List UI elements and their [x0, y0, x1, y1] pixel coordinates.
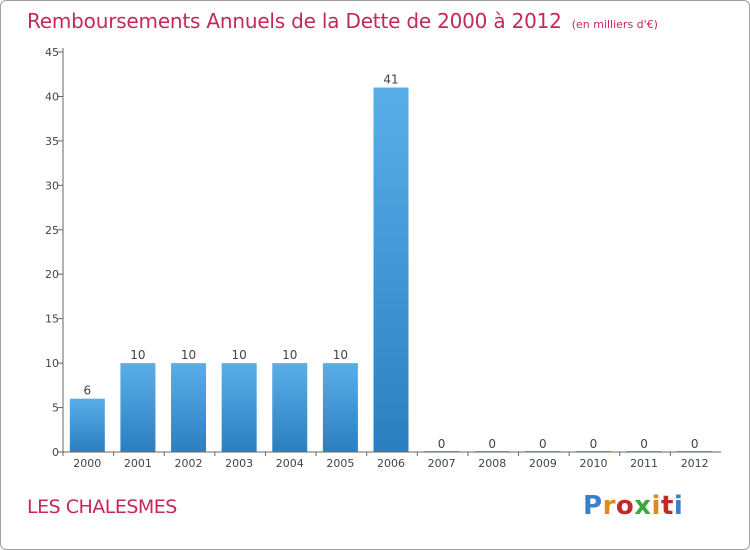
- y-tick-label: 10: [45, 357, 59, 370]
- x-tick-label: 2004: [276, 457, 304, 470]
- bar: [120, 363, 156, 452]
- chart-title-row: Remboursements Annuels de la Dette de 20…: [27, 9, 658, 33]
- bar: [272, 363, 308, 452]
- y-tick-label: 20: [45, 268, 59, 281]
- chart-labels: 2000 6 2001 10 2002 10 2003 10 2004 10 2005 10 2006 4…: [73, 73, 708, 470]
- x-tick-label: 2006: [377, 457, 405, 470]
- bar-value-label: 0: [438, 437, 446, 451]
- y-tick-label: 35: [45, 135, 59, 148]
- brand-letter: i: [651, 491, 661, 521]
- x-tick-label: 2007: [428, 457, 456, 470]
- y-tick-label: 45: [45, 46, 59, 59]
- x-tick-label: 2012: [681, 457, 709, 470]
- y-tick-label: 0: [52, 446, 59, 459]
- bar-value-label: 10: [232, 348, 247, 362]
- bar: [474, 451, 510, 452]
- bar: [424, 451, 460, 452]
- brand-letter: o: [615, 491, 635, 521]
- y-tick-label: 15: [45, 313, 59, 326]
- x-tick-label: 2000: [73, 457, 101, 470]
- bar-value-label: 0: [590, 437, 598, 451]
- bar: [677, 451, 713, 452]
- x-tick-label: 2010: [579, 457, 607, 470]
- bar: [575, 451, 611, 452]
- x-tick-label: 2011: [630, 457, 658, 470]
- bar-value-label: 10: [282, 348, 297, 362]
- y-tick-label: 40: [45, 90, 59, 103]
- bar: [373, 87, 409, 453]
- y-tick-label: 25: [45, 224, 59, 237]
- chart-bars: [69, 87, 713, 453]
- bar-value-label: 10: [130, 348, 145, 362]
- bar: [525, 451, 561, 452]
- chart-unit: (en milliers d'€): [571, 18, 658, 31]
- bar-value-label: 10: [181, 348, 196, 362]
- bar: [221, 363, 257, 452]
- bar-value-label: 0: [691, 437, 699, 451]
- chart-title: Remboursements Annuels de la Dette de 20…: [27, 9, 562, 33]
- brand-letter: P: [583, 491, 603, 521]
- y-tick-label: 30: [45, 179, 59, 192]
- x-tick-label: 2001: [124, 457, 152, 470]
- proxiti-logo: Proxiti: [583, 491, 683, 521]
- bar: [322, 363, 358, 452]
- bar-value-label: 0: [488, 437, 496, 451]
- bar-value-label: 6: [83, 384, 91, 398]
- brand-letter: x: [634, 491, 652, 521]
- brand-letter: i: [673, 491, 684, 521]
- commune-name: LES CHALESMES: [27, 496, 177, 518]
- bar: [171, 363, 207, 452]
- x-tick-label: 2009: [529, 457, 557, 470]
- x-tick-label: 2008: [478, 457, 506, 470]
- bar: [626, 451, 662, 452]
- bar-value-label: 10: [333, 348, 348, 362]
- bar-value-label: 0: [539, 437, 547, 451]
- bar-value-label: 0: [640, 437, 648, 451]
- y-tick-label: 5: [52, 402, 59, 415]
- x-tick-label: 2002: [175, 457, 203, 470]
- bar-value-label: 41: [383, 73, 398, 87]
- brand-letter: r: [602, 491, 616, 521]
- x-tick-label: 2005: [326, 457, 354, 470]
- bar: [69, 398, 105, 452]
- x-tick-label: 2003: [225, 457, 253, 470]
- brand-letter: t: [660, 491, 674, 521]
